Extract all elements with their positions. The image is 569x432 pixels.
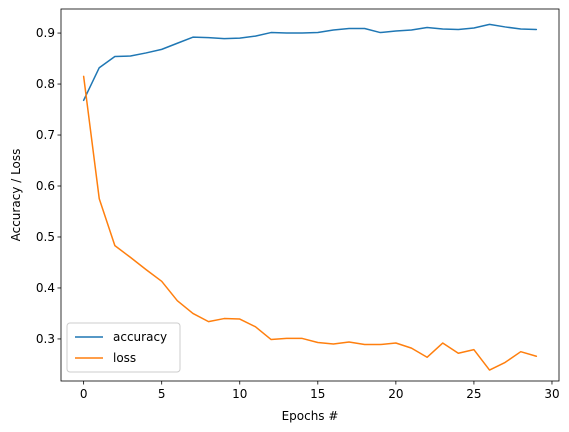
y-tick-label: 0.7 [36,128,55,142]
x-tick-label: 20 [388,387,403,401]
y-tick-label: 0.8 [36,77,55,91]
x-tick-label: 25 [466,387,481,401]
x-tick-label: 0 [80,387,88,401]
x-tick-label: 5 [158,387,166,401]
y-tick-label: 0.5 [36,230,55,244]
axes-layer: 0 5 10 15 20 25 30 0.3 0.4 0.5 0.6 0.7 0.8 0.9 [36,8,560,401]
x-tick-label: 30 [544,387,559,401]
axes-frame [60,8,560,382]
y-tick-label: 0.3 [36,332,55,346]
y-tick-label: 0.9 [36,26,55,40]
x-tick-label: 15 [310,387,325,401]
legend-box [66,322,181,373]
legend-label-loss: loss [113,351,136,365]
legend: accuracy loss [66,322,181,373]
x-axis-label: Epochs # [282,409,339,423]
series-line-accuracy [82,23,538,102]
plot-area [61,9,559,381]
y-axis-label: Accuracy / Loss [9,149,23,242]
y-tick-label: 0.6 [36,179,55,193]
y-tick-label: 0.4 [36,281,55,295]
series-layer [82,23,538,371]
plot-background [61,9,559,381]
x-tick-label: 10 [232,387,247,401]
series-line-loss [82,75,538,371]
legend-label-accuracy: accuracy [113,330,167,344]
